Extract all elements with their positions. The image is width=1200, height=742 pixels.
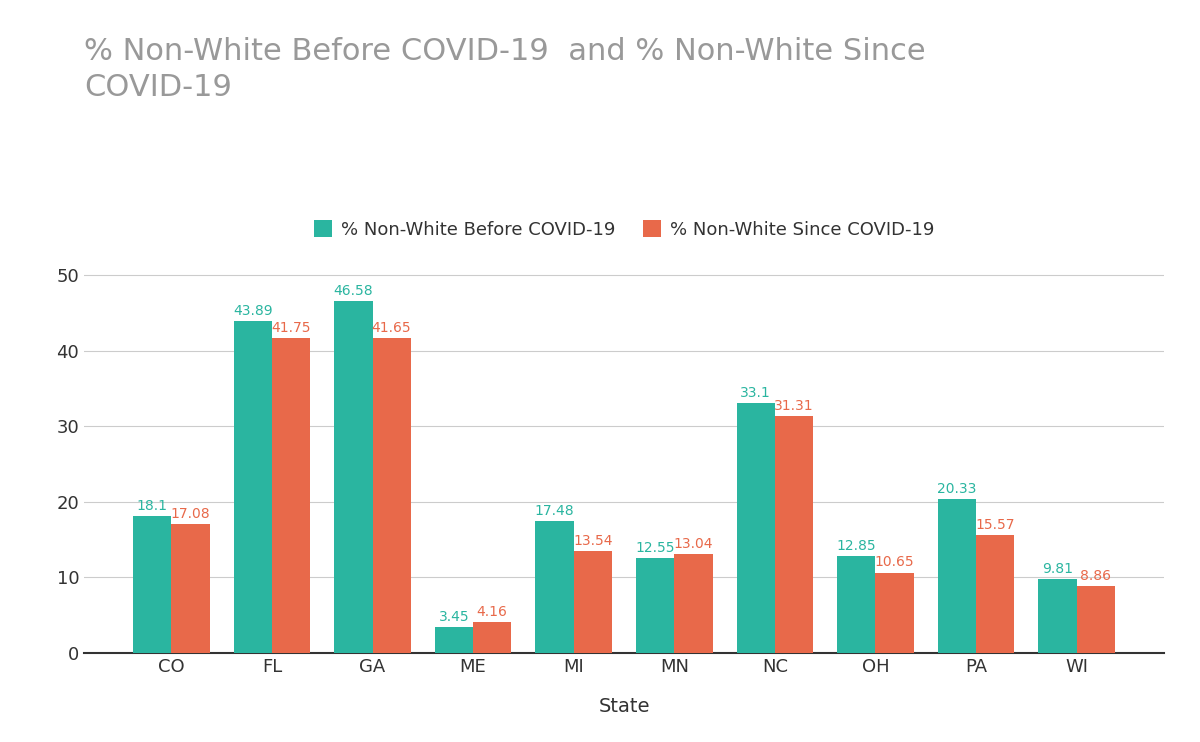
Bar [838, 556, 876, 653]
Text: 41.65: 41.65 [372, 321, 412, 335]
Text: 17.08: 17.08 [170, 507, 210, 521]
Bar [737, 403, 775, 653]
Bar [1076, 586, 1115, 653]
Text: 33.1: 33.1 [740, 386, 772, 400]
Bar [272, 338, 310, 653]
Text: 31.31: 31.31 [774, 399, 814, 413]
Text: 13.04: 13.04 [673, 537, 713, 551]
Text: 12.55: 12.55 [636, 541, 674, 555]
Text: 12.85: 12.85 [836, 539, 876, 553]
Text: 43.89: 43.89 [233, 304, 272, 318]
Text: 13.54: 13.54 [574, 533, 612, 548]
Bar [636, 558, 674, 653]
Text: 18.1: 18.1 [137, 499, 168, 513]
Bar [535, 521, 574, 653]
Text: 4.16: 4.16 [476, 605, 508, 619]
Text: 46.58: 46.58 [334, 284, 373, 298]
Bar [876, 573, 913, 653]
Text: 10.65: 10.65 [875, 556, 914, 569]
Text: 8.86: 8.86 [1080, 569, 1111, 583]
Bar [335, 301, 372, 653]
Text: 17.48: 17.48 [535, 504, 575, 518]
Text: 20.33: 20.33 [937, 482, 977, 496]
Bar [172, 524, 210, 653]
Bar [133, 516, 172, 653]
Bar [372, 338, 410, 653]
Bar [976, 535, 1014, 653]
Text: 41.75: 41.75 [271, 321, 311, 335]
Text: % Non-White Before COVID-19  and % Non-White Since
COVID-19: % Non-White Before COVID-19 and % Non-Wh… [84, 37, 925, 102]
Bar [473, 622, 511, 653]
Bar [674, 554, 713, 653]
Bar [234, 321, 272, 653]
Bar [775, 416, 814, 653]
Bar [938, 499, 976, 653]
Text: 9.81: 9.81 [1042, 562, 1073, 576]
Bar [1038, 579, 1076, 653]
Text: 15.57: 15.57 [976, 519, 1015, 532]
Text: 3.45: 3.45 [439, 610, 469, 624]
Bar [574, 551, 612, 653]
X-axis label: State: State [599, 697, 649, 715]
Legend: % Non-White Before COVID-19, % Non-White Since COVID-19: % Non-White Before COVID-19, % Non-White… [307, 213, 941, 246]
Bar [434, 627, 473, 653]
